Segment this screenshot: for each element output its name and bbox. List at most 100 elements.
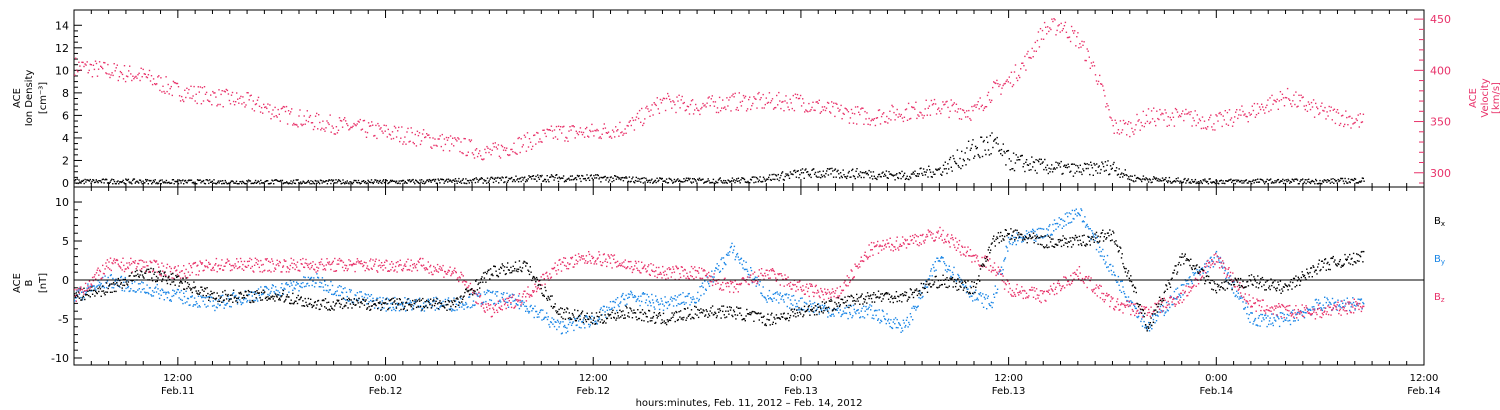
by-point — [1285, 317, 1288, 319]
density-point — [684, 180, 686, 183]
density-point — [1276, 180, 1278, 182]
density-point — [919, 167, 921, 170]
density-point — [1300, 179, 1302, 181]
by-point — [671, 300, 673, 302]
velocity-point — [1225, 123, 1228, 125]
velocity-point — [441, 133, 443, 136]
density-point — [941, 174, 943, 176]
density-point — [917, 175, 920, 177]
velocity-point — [1188, 111, 1190, 113]
density-point — [735, 179, 737, 182]
velocity-point — [344, 117, 346, 119]
density-point — [781, 171, 784, 173]
by-point — [1310, 309, 1312, 311]
velocity-point — [1159, 108, 1161, 111]
velocity-point — [1193, 119, 1195, 122]
velocity-point — [416, 130, 419, 132]
density-point — [550, 174, 553, 176]
density-point — [990, 153, 992, 155]
density-point — [465, 178, 467, 180]
by-point — [661, 300, 663, 302]
velocity-point — [1104, 95, 1106, 97]
velocity-point — [679, 107, 681, 109]
velocity-point — [103, 61, 105, 64]
by-point — [859, 317, 861, 319]
by-point — [777, 293, 779, 295]
density-point — [421, 179, 423, 181]
velocity-point — [588, 136, 590, 138]
velocity-point — [877, 109, 880, 112]
by-point — [503, 300, 506, 302]
by-point — [443, 304, 445, 306]
velocity-point — [268, 111, 270, 113]
bz-point — [215, 257, 218, 260]
by-point — [252, 291, 254, 294]
density-point — [270, 182, 272, 184]
bz-point — [156, 271, 158, 273]
by-point — [123, 281, 125, 283]
density-point — [178, 179, 181, 181]
velocity-point — [962, 109, 965, 112]
by-point — [253, 299, 255, 302]
bz-point — [217, 265, 219, 267]
velocity-point — [139, 79, 141, 82]
density-point — [955, 163, 958, 165]
density-point — [993, 139, 996, 141]
time-tick-label: 12:00 — [994, 373, 1023, 384]
density-point — [893, 174, 895, 176]
velocity-point — [1310, 101, 1313, 104]
density-point — [727, 179, 729, 181]
density-point — [478, 179, 480, 182]
by-point — [130, 280, 133, 282]
by-point — [95, 286, 98, 288]
by-point — [534, 305, 536, 307]
velocity-point — [154, 83, 156, 85]
density-point — [504, 181, 506, 183]
velocity-point — [1176, 111, 1179, 113]
velocity-point — [656, 97, 658, 99]
density-point — [391, 179, 393, 182]
density-point — [524, 181, 527, 183]
density-point — [1227, 180, 1229, 182]
density-point — [408, 180, 410, 182]
by-point — [204, 297, 207, 299]
density-point — [505, 176, 507, 179]
velocity-point — [360, 129, 362, 131]
density-point — [1130, 179, 1132, 181]
velocity-point — [134, 76, 136, 78]
by-point — [748, 276, 750, 279]
by-point — [1058, 217, 1060, 219]
velocity-point — [1162, 113, 1164, 115]
velocity-point — [957, 108, 960, 110]
density-point — [547, 179, 549, 181]
velocity-point — [218, 89, 220, 91]
by-point — [465, 303, 468, 305]
density-point — [557, 180, 560, 183]
velocity-point — [539, 138, 541, 140]
density-point — [1079, 164, 1081, 166]
by-point — [1320, 308, 1323, 310]
bz-point — [137, 263, 140, 265]
density-point — [742, 177, 745, 180]
velocity-point — [862, 107, 864, 109]
velocity-point — [913, 106, 915, 109]
density-point — [894, 179, 896, 181]
density-point — [593, 174, 595, 177]
density-point — [907, 178, 909, 180]
by-point — [664, 296, 666, 298]
density-point — [948, 158, 951, 161]
velocity-point — [412, 141, 414, 144]
by-point — [412, 307, 414, 309]
by-point — [702, 286, 704, 289]
bz-point — [172, 277, 175, 280]
density-point — [1029, 163, 1031, 165]
density-point — [428, 178, 431, 181]
by-point — [1060, 218, 1062, 221]
bz-point — [202, 270, 204, 272]
by-point — [791, 295, 793, 297]
by-point — [614, 301, 616, 304]
density-point — [978, 155, 980, 157]
velocity-point — [837, 107, 839, 109]
velocity-point — [744, 95, 747, 98]
velocity-point — [636, 112, 639, 115]
